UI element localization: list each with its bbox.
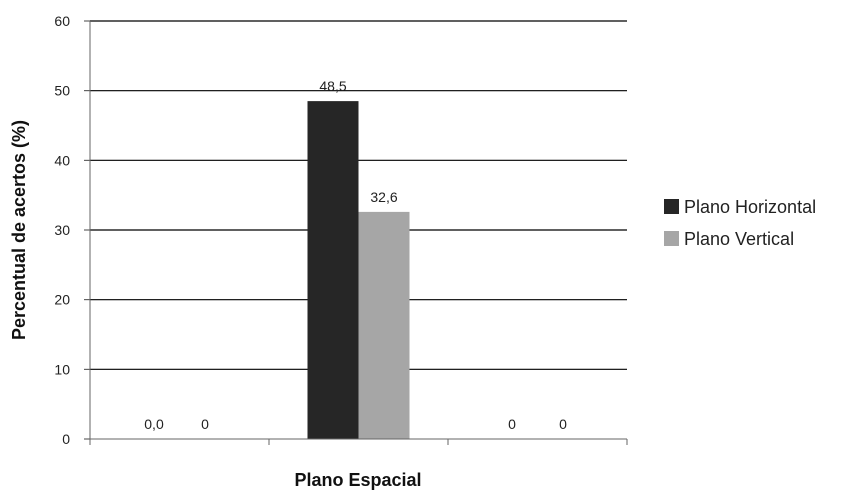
y-tick-label: 20 <box>54 292 70 308</box>
data-label: 32,6 <box>370 189 397 205</box>
y-tick-labels: 0 10 20 30 40 50 60 <box>54 13 70 447</box>
data-labels: 0,0 48,5 0 0 32,6 0 <box>144 78 567 432</box>
bar-plano-horizontal <box>307 101 359 439</box>
legend: Plano Horizontal Plano Vertical <box>664 197 816 249</box>
axes <box>84 20 628 445</box>
data-label: 0,0 <box>144 416 164 432</box>
x-axis-title: Plano Espacial <box>294 470 421 490</box>
y-tick-label: 40 <box>54 152 70 168</box>
legend-swatch <box>664 231 679 246</box>
y-tick-label: 60 <box>54 13 70 29</box>
data-label: 0 <box>508 416 516 432</box>
data-label: 0 <box>559 416 567 432</box>
y-axis-title: Percentual de acertos (%) <box>9 120 29 340</box>
legend-swatch <box>664 199 679 214</box>
y-tick-label: 30 <box>54 222 70 238</box>
data-label: 48,5 <box>319 78 346 94</box>
bar-plano-vertical <box>358 211 410 439</box>
legend-label: Plano Vertical <box>684 229 794 249</box>
y-tick-label: 0 <box>62 431 70 447</box>
y-tick-label: 10 <box>54 361 70 377</box>
y-tick-label: 50 <box>54 83 70 99</box>
data-label: 0 <box>201 416 209 432</box>
bars <box>307 101 410 439</box>
legend-label: Plano Horizontal <box>684 197 816 217</box>
